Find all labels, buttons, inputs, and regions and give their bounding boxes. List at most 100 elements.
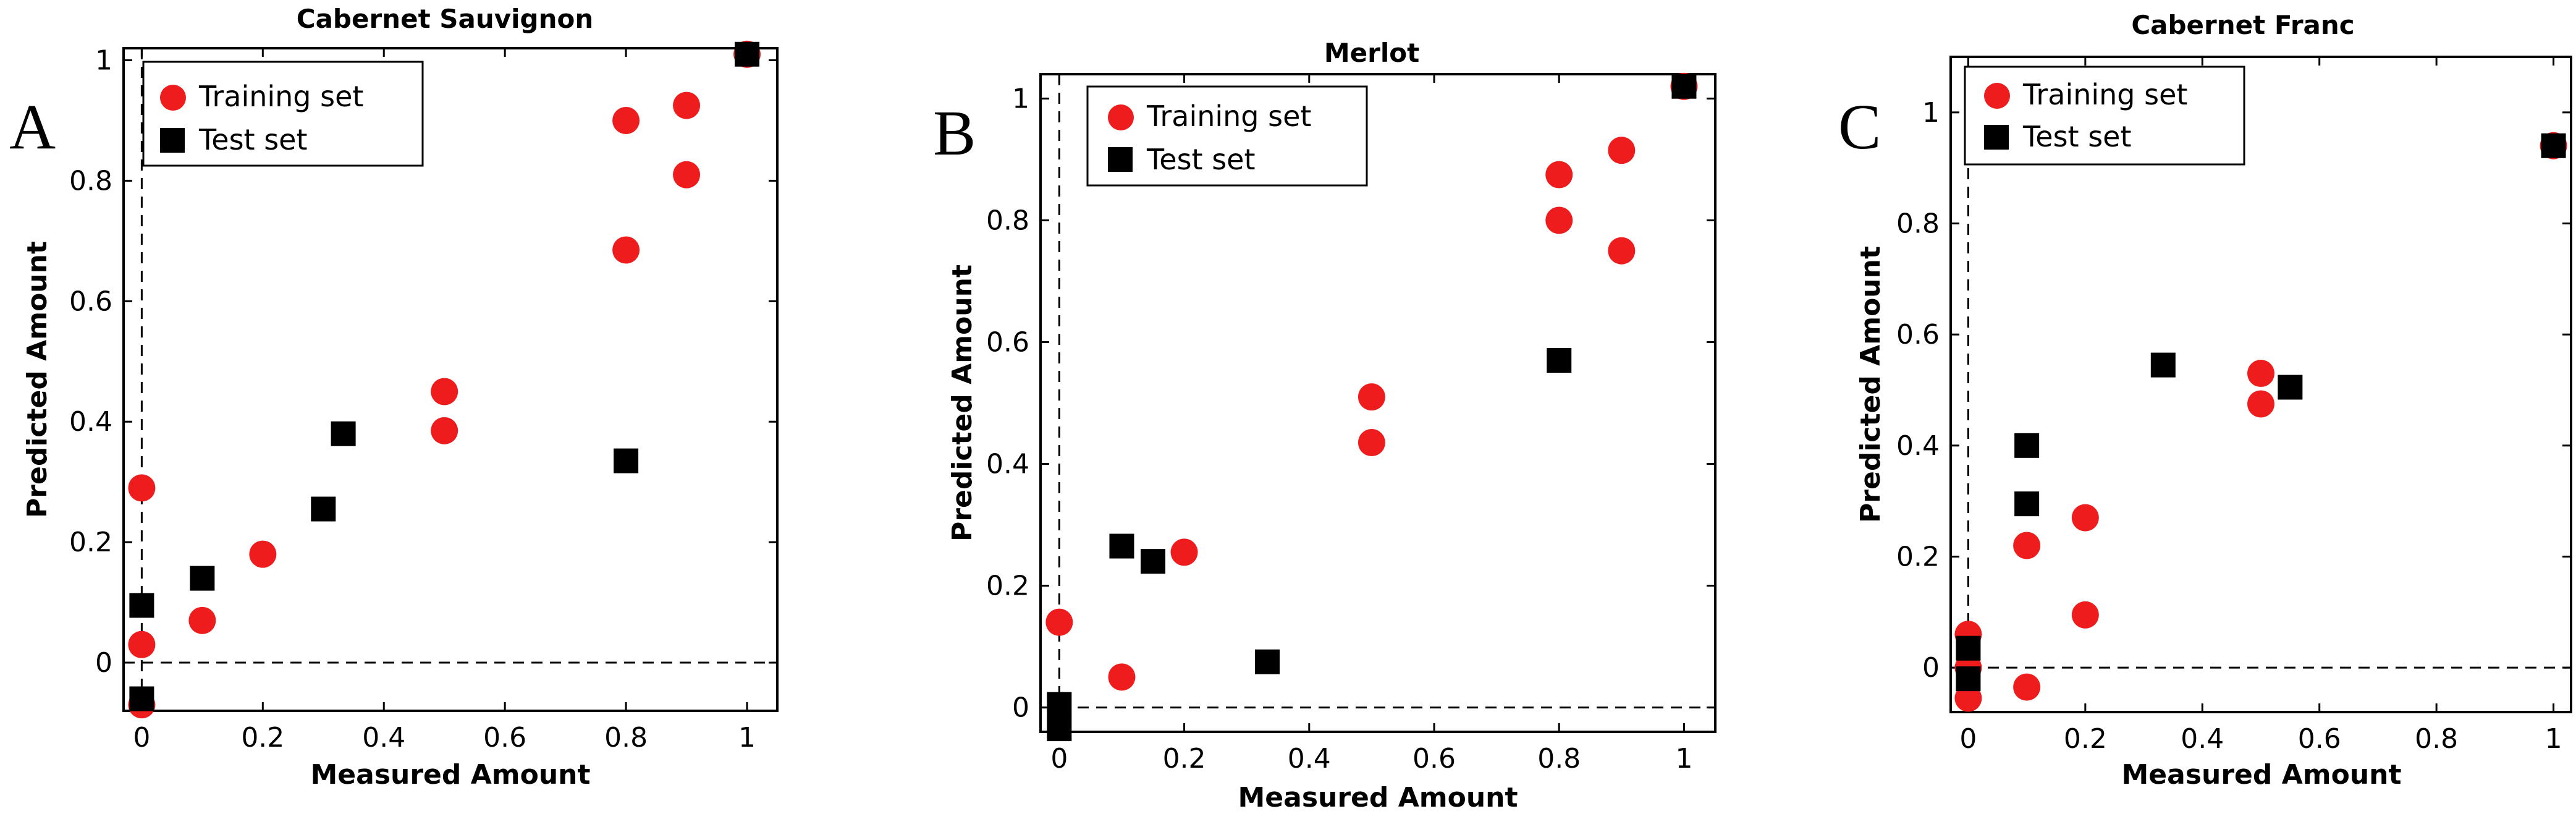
- legend-label-training: Training set: [198, 80, 363, 113]
- legend-marker-test: [1984, 125, 2009, 150]
- test-point: [1141, 549, 1165, 574]
- y-tick-label: 1: [95, 45, 112, 76]
- test-point: [2541, 133, 2566, 158]
- x-tick-label: 0.2: [241, 722, 284, 753]
- panel-cabernet-sauvignon: A Cabernet Sauvignon 0 0.2 0.4 0.6 0.8 1 0 0.2 0…: [9, 4, 779, 791]
- legend-label-training: Training set: [2022, 78, 2187, 111]
- x-tick-label: 0: [1959, 723, 1977, 755]
- test-point: [331, 421, 356, 446]
- legend-box: [1964, 66, 2245, 166]
- test-point: [1109, 533, 1134, 559]
- y-tick-label: 0.4: [1896, 430, 1940, 462]
- y-axis-label: Predicted Amount: [22, 241, 53, 518]
- x-tick-label: 0.8: [2415, 723, 2458, 755]
- legend: Training set Test set: [1964, 66, 2245, 166]
- y-tick-label: 0.6: [986, 326, 1029, 358]
- training-point: [1608, 237, 1636, 265]
- y-tick-label: 0.2: [986, 571, 1029, 602]
- training-point: [1608, 137, 1636, 164]
- legend-label-test: Test set: [198, 123, 308, 156]
- training-point: [2247, 390, 2274, 418]
- panel-letter: B: [933, 98, 976, 169]
- x-tick-label: 0.4: [1288, 743, 1331, 774]
- training-point: [1108, 663, 1136, 691]
- legend-label-training: Training set: [1146, 100, 1311, 133]
- test-point: [1047, 716, 1072, 742]
- x-axis-label: Measured Amount: [1238, 782, 1518, 813]
- y-tick-label: 0.4: [986, 449, 1029, 480]
- y-tick-label: 0.2: [1896, 541, 1940, 572]
- test-point: [129, 593, 154, 618]
- training-point: [128, 630, 156, 658]
- x-tick-label: 0.4: [2181, 723, 2224, 755]
- test-point: [2150, 352, 2176, 378]
- plot-frame: [122, 47, 779, 712]
- legend: Training set Test set: [1086, 85, 1368, 187]
- x-axis-label: Measured Amount: [2122, 759, 2402, 791]
- x-tick-label: 0: [133, 722, 150, 753]
- legend-marker-training: [160, 85, 186, 111]
- y-axis-label: Predicted Amount: [947, 265, 978, 541]
- training-point: [1170, 538, 1198, 566]
- test-point: [1956, 635, 1981, 661]
- training-point: [2071, 601, 2099, 629]
- x-tick-label: 0.6: [2298, 723, 2341, 755]
- test-point: [1255, 649, 1280, 674]
- y-tick-label: 0.6: [69, 286, 112, 317]
- test-point: [2278, 375, 2303, 400]
- panel-letter: A: [9, 91, 56, 163]
- test-point: [1956, 666, 1981, 692]
- legend-box: [142, 61, 424, 167]
- y-tick-label: 0.8: [69, 165, 112, 197]
- x-tick-label: 0.6: [1413, 743, 1456, 774]
- y-tick-label: 0.8: [1896, 208, 1940, 239]
- x-tick-label: 0: [1050, 743, 1068, 774]
- training-point: [1045, 608, 1073, 636]
- plot-frame: [1949, 56, 2572, 713]
- x-axis-label: Measured Amount: [311, 759, 591, 791]
- training-point: [612, 106, 640, 134]
- legend-box: [1086, 85, 1368, 187]
- x-tick-label: 0.8: [1537, 743, 1581, 774]
- training-point: [2071, 504, 2099, 532]
- x-tick-label: 0.2: [1163, 743, 1206, 774]
- training-point: [1545, 206, 1573, 234]
- y-tick-label: 1: [1922, 97, 1940, 129]
- legend-label-test: Test set: [1146, 143, 1256, 176]
- training-point: [431, 378, 458, 405]
- x-tick-label: 1: [1675, 743, 1692, 774]
- training-point: [2247, 360, 2274, 388]
- training-point: [1358, 383, 1385, 411]
- training-point: [673, 161, 701, 189]
- test-point: [129, 686, 154, 711]
- legend-marker-test: [160, 128, 185, 153]
- y-tick-label: 0.4: [69, 406, 112, 438]
- test-point: [2014, 491, 2040, 517]
- legend-label-test: Test set: [2022, 120, 2132, 153]
- test-point: [1047, 692, 1072, 717]
- x-tick-label: 0.8: [604, 722, 648, 753]
- training-point: [2013, 673, 2041, 701]
- y-tick-label: 0.2: [69, 527, 112, 558]
- plot-frame: [1039, 73, 1717, 733]
- legend-marker-training: [1984, 83, 2010, 109]
- test-point: [1547, 348, 1572, 373]
- y-tick-label: 0: [1922, 652, 1940, 684]
- training-point: [612, 236, 640, 264]
- legend-marker-training: [1108, 104, 1134, 130]
- y-axis-label: Predicted Amount: [1855, 246, 1886, 523]
- y-tick-label: 0: [1012, 692, 1029, 724]
- test-point: [311, 496, 336, 522]
- panel-cabernet-franc: C Cabernet Franc 0 0.2 0.4 0.6 0.8 1 0 0.2 0.4 0.…: [1838, 10, 2572, 791]
- y-tick-label: 0.8: [986, 205, 1029, 236]
- training-point: [188, 606, 216, 634]
- training-point: [128, 474, 156, 502]
- training-point: [1545, 161, 1573, 189]
- x-tick-label: 0.4: [362, 722, 405, 753]
- test-point: [614, 448, 639, 473]
- panel-merlot: B Merlot 0 0.2 0.4 0.6 0.8 1 0 0.2 0.4 0.6 0.8 1 Me…: [933, 38, 1717, 813]
- panel-letter: C: [1838, 91, 1881, 163]
- training-point: [1954, 684, 1982, 712]
- training-point: [2013, 532, 2041, 559]
